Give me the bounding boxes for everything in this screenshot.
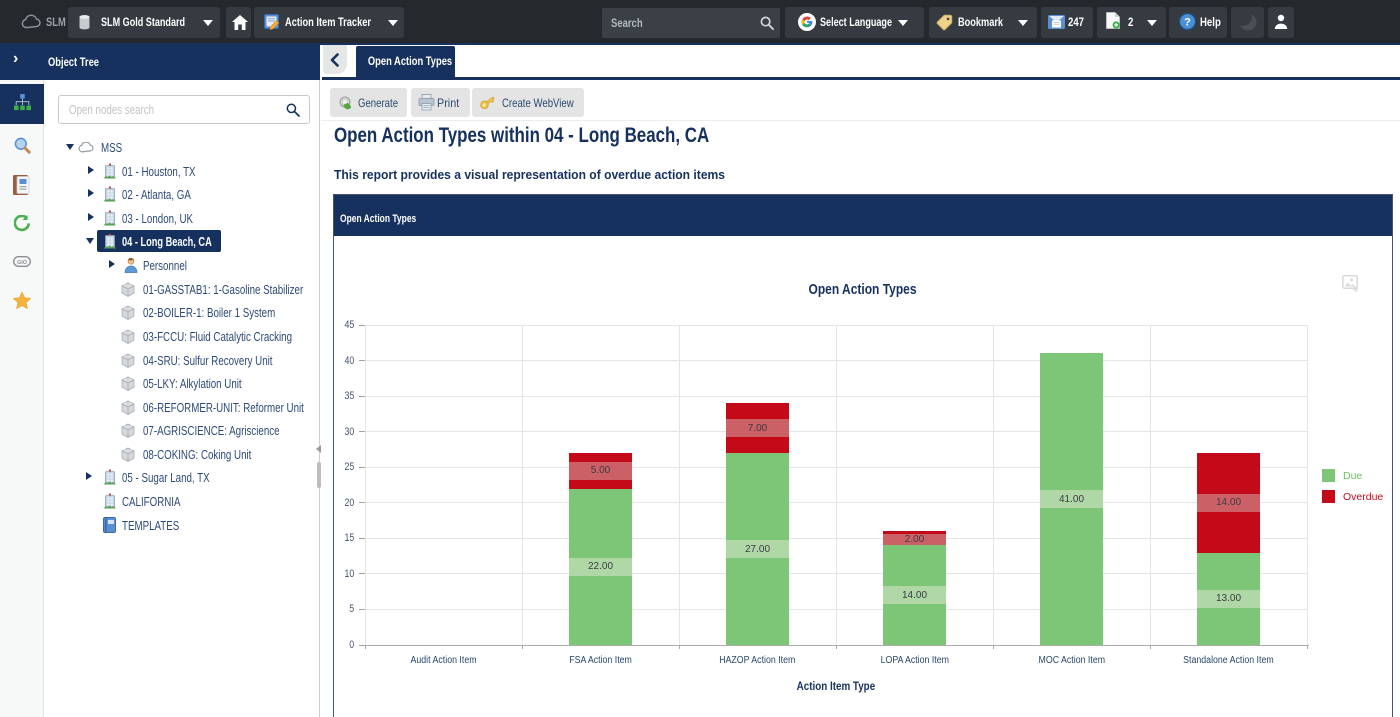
- svg-text:GIO: GIO: [17, 260, 28, 266]
- svg-text:?: ?: [1184, 17, 1191, 29]
